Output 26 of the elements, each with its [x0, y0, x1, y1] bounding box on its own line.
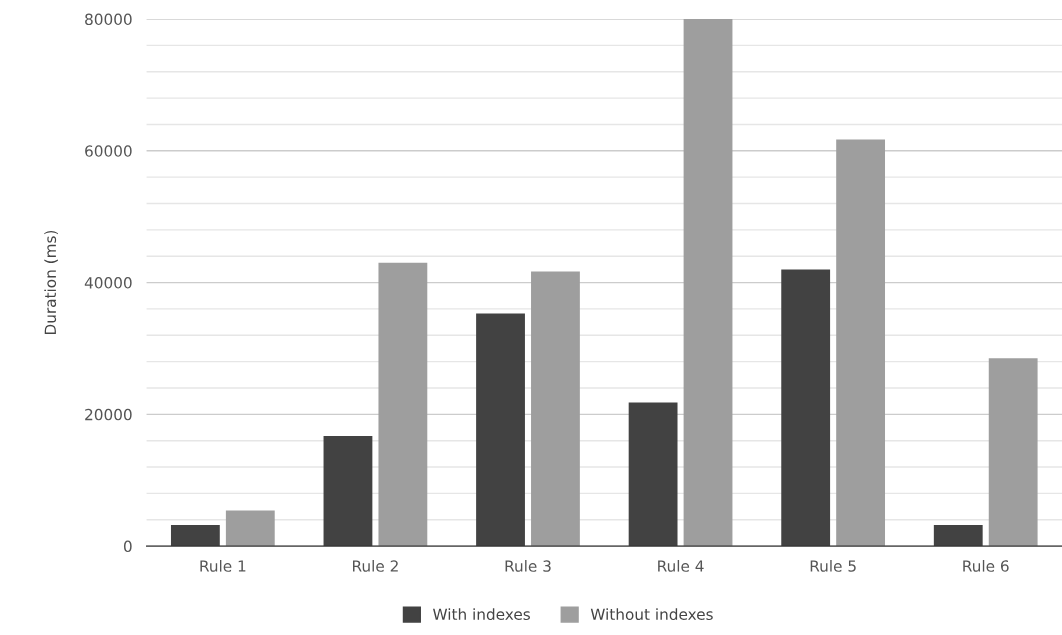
- x-tick-label: Rule 6: [963, 559, 1009, 572]
- bar: [323, 436, 373, 547]
- legend-label: Without indexes: [590, 608, 713, 621]
- y-tick-label: 80000: [85, 13, 132, 26]
- y-tick-label: 0: [123, 540, 132, 553]
- bar: [628, 402, 678, 547]
- x-tick-label: Rule 4: [658, 559, 704, 572]
- y-tick-label: 60000: [85, 145, 132, 157]
- bar: [988, 358, 1038, 547]
- bar: [378, 262, 428, 547]
- y-tick-label: 40000: [84, 277, 132, 289]
- bar: [476, 313, 525, 547]
- y-tick-label: 20000: [85, 408, 132, 421]
- x-tick-label: Rule 3: [505, 559, 551, 572]
- bar: [170, 525, 220, 547]
- bar: [225, 510, 275, 547]
- bar: [531, 271, 580, 547]
- x-tick-label: Rule 5: [810, 559, 856, 572]
- legend-label: With indexes: [433, 608, 530, 621]
- x-tick-label: Rule 2: [353, 559, 398, 572]
- y-axis-title: Duration (ms): [44, 230, 58, 335]
- bar: [836, 139, 886, 547]
- x-tick-label: Rule 1: [200, 559, 246, 572]
- bar: [933, 525, 983, 547]
- bar: [781, 269, 831, 547]
- bar: [683, 19, 733, 547]
